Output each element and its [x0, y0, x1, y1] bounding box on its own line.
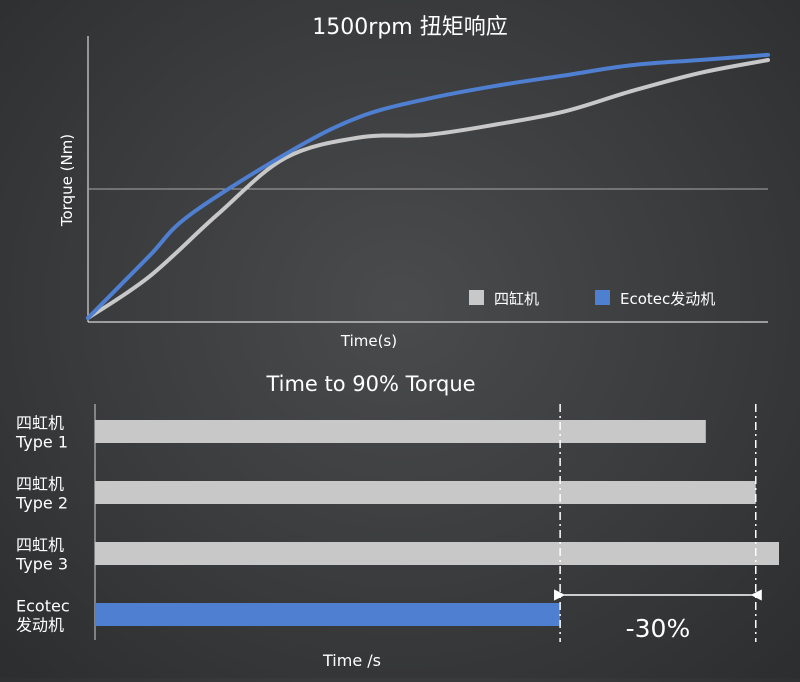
bar-category-label-1: 四虹机 Type 1 — [15, 414, 68, 452]
bar-2 — [95, 481, 756, 504]
legend-label-ecotec: Ecotec发动机 — [620, 290, 715, 308]
legend-swatch-ecotec — [595, 290, 610, 305]
bar-category-line-1-2: Type 1 — [15, 433, 68, 452]
line-chart-ylabel: Torque (Nm) — [58, 134, 76, 227]
bar-4 — [95, 603, 561, 626]
bar-1 — [95, 420, 706, 443]
bar-category-line-3-2: Type 3 — [15, 555, 68, 574]
bar-category-line-3-1: 四虹机 — [16, 536, 64, 555]
legend-label-four-cylinder: 四缸机 — [494, 290, 539, 308]
legend-swatch-four-cylinder — [469, 290, 484, 305]
bar-category-line-2-2: Type 2 — [15, 494, 68, 513]
bar-chart-title: Time to 90% Torque — [265, 372, 475, 396]
bar-chart-xlabel: Time /s — [322, 651, 381, 670]
bar-category-line-1-1: 四虹机 — [16, 414, 64, 433]
bar-category-label-4: Ecotec 发动机 — [16, 597, 70, 635]
series-line-ecotec — [86, 52, 770, 320]
bar-category-line-2-1: 四虹机 — [16, 475, 64, 494]
bar-category-line-4-1: Ecotec — [16, 597, 70, 616]
series-line-four-cylinder — [86, 58, 770, 320]
reduction-label: -30% — [626, 614, 691, 643]
bar-category-label-3: 四虹机 Type 3 — [15, 536, 68, 574]
bar-category-line-4-2: 发动机 — [16, 616, 64, 635]
line-chart-title: 1500rpm 扭矩响应 — [312, 15, 507, 40]
line-chart-xlabel: Time(s) — [340, 332, 397, 350]
bar-3 — [95, 542, 779, 565]
bar-category-label-2: 四虹机 Type 2 — [15, 475, 68, 513]
